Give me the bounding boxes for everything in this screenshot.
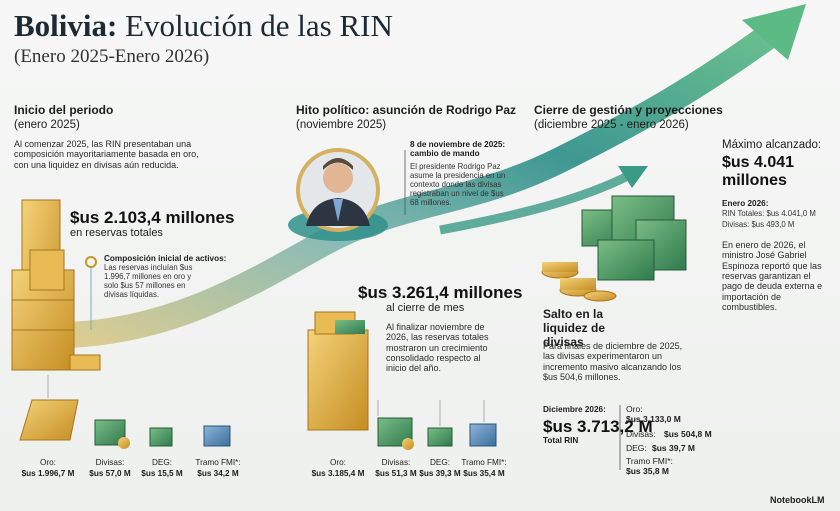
asset-value: $us 3.185,4 M [311, 469, 365, 478]
asset-label: Divisas: [95, 458, 125, 467]
total-amount: $us 3.713,2 M [543, 417, 653, 436]
asset-value: $us 39,7 M [652, 443, 695, 453]
total-caption: Total RIN [543, 436, 579, 445]
asset-label: Divisas: [381, 458, 411, 467]
total-date: Diciembre 2026: [543, 405, 606, 414]
peak-total: RIN Totales: $us 4.041,0 M [722, 209, 816, 218]
asset-value: $us 57,0 M [89, 469, 131, 478]
peak-text: En enero de 2026, el ministro José Gabri… [722, 240, 823, 313]
asset-label: DEG: [151, 458, 173, 467]
portrait [296, 148, 380, 232]
amount: $us 3.261,4 millones [358, 283, 523, 302]
asset-icons-jan [19, 399, 231, 449]
callout-title: 8 de noviembre de 2025: cambio de mando [410, 140, 506, 159]
asset-label: Tramo FMI*: [626, 456, 673, 466]
brand: NotebookLM [770, 495, 825, 505]
asset-value: $us 35,8 M [626, 466, 669, 476]
asset-label: Oro: [626, 404, 643, 414]
asset-value: $us 3.133,0 M [626, 414, 681, 424]
asset-value: $us 504,8 M [664, 429, 712, 439]
asset-label: Tramo FMI*: [461, 458, 507, 467]
asset-label: DEG: [429, 458, 451, 467]
section-heading: Hito político: asunción de Rodrigo Paz [296, 103, 517, 117]
section-period: (enero 2025) [14, 119, 80, 131]
section-text: Al finalizar noviembre de 2026, las rese… [386, 322, 489, 374]
asset-value: $us 1.996,7 M [21, 469, 75, 478]
section-heading: Cierre de gestión y proyecciones [534, 103, 723, 117]
section-text: Para finales de diciembre de 2025, las d… [543, 341, 683, 383]
asset-label: Oro: [40, 458, 56, 467]
callout-text: Las reservas incluían $us 1.996,7 millon… [104, 263, 193, 299]
amount-caption: en reservas totales [70, 227, 163, 239]
peak-divisas: Divisas: $us 493,0 M [722, 220, 795, 229]
asset-value: $us 15,5 M [141, 469, 183, 478]
asset-label: Divisas: [626, 429, 656, 439]
title-rest: Evolución de las RIN [125, 8, 393, 43]
peak-date: Enero 2026: [722, 199, 769, 208]
peak-label: Máximo alcanzado: [722, 139, 822, 151]
asset-label: Tramo FMI*: [195, 458, 241, 467]
highlight-title: Salto en la liquidez de divisas [543, 307, 606, 349]
amount-caption: al cierre de mes [386, 302, 465, 314]
title-bold: Bolivia: [14, 8, 118, 43]
section-heading: Inicio del periodo [14, 103, 114, 117]
title: Bolivia: Evolución de las RIN [14, 8, 393, 44]
money-stacks [541, 195, 687, 302]
asset-label: Oro: [330, 458, 346, 467]
asset-value: $us 51,3 M [375, 469, 417, 478]
subtitle: (Enero 2025-Enero 2026) [14, 46, 210, 67]
peak-amount: $us 4.041 millones [722, 154, 795, 190]
asset-value: $us 35,4 M [463, 469, 505, 478]
asset-label: DEG: [626, 443, 647, 453]
section-text: Al comenzar 2025, las RIN presentaban un… [14, 139, 199, 170]
gold-block [307, 311, 369, 431]
section-period: (noviembre 2025) [296, 119, 387, 131]
amount: $us 2.103,4 millones [70, 208, 235, 227]
callout-text: El presidente Rodrigo Paz asume la presi… [410, 162, 506, 207]
asset-value: $us 39,3 M [419, 469, 461, 478]
callout-title: Composición inicial de activos: [104, 254, 227, 263]
gold-building [11, 199, 101, 371]
asset-value: $us 34,2 M [197, 469, 239, 478]
section-period: (diciembre 2025 - enero 2026) [534, 119, 689, 131]
asset-icons-nov [377, 400, 497, 450]
